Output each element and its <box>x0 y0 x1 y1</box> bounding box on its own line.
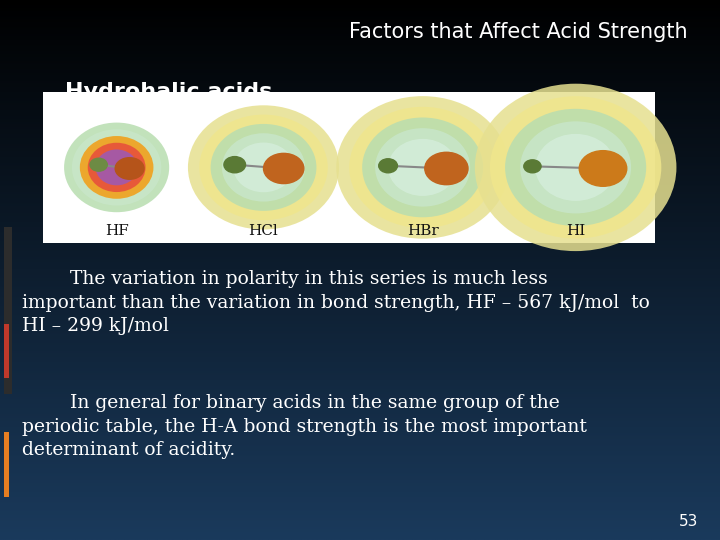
Ellipse shape <box>362 118 483 217</box>
Ellipse shape <box>536 134 616 201</box>
Ellipse shape <box>349 107 496 228</box>
Ellipse shape <box>222 133 305 201</box>
Circle shape <box>580 151 627 186</box>
Ellipse shape <box>233 143 294 192</box>
Text: The variation in polarity in this series is much less
important than the variati: The variation in polarity in this series… <box>22 270 649 335</box>
Text: 53: 53 <box>679 514 698 529</box>
Ellipse shape <box>210 124 317 211</box>
Ellipse shape <box>64 123 169 212</box>
Ellipse shape <box>375 128 470 207</box>
Circle shape <box>264 153 304 184</box>
Circle shape <box>90 158 107 171</box>
Circle shape <box>425 152 468 185</box>
Bar <box>4 432 9 497</box>
Circle shape <box>224 157 246 173</box>
Circle shape <box>115 158 144 179</box>
Ellipse shape <box>475 84 677 251</box>
Text: In general for binary acids in the same group of the
periodic table, the H-A bon: In general for binary acids in the same … <box>22 394 587 460</box>
Ellipse shape <box>96 150 138 185</box>
Text: Factors that Affect Acid Strength: Factors that Affect Acid Strength <box>349 22 688 42</box>
Ellipse shape <box>521 122 631 213</box>
Ellipse shape <box>199 114 328 220</box>
Ellipse shape <box>88 143 145 192</box>
Ellipse shape <box>80 136 153 199</box>
Circle shape <box>524 160 541 173</box>
Ellipse shape <box>388 139 457 196</box>
Text: HBr: HBr <box>407 224 438 238</box>
Ellipse shape <box>188 105 339 230</box>
Text: HF: HF <box>105 224 128 238</box>
Ellipse shape <box>490 96 662 239</box>
Bar <box>4 324 9 378</box>
Ellipse shape <box>72 129 161 206</box>
Text: HCl: HCl <box>248 224 279 238</box>
Bar <box>4 227 12 394</box>
Text: Hydrohalic acids: Hydrohalic acids <box>65 82 272 102</box>
Ellipse shape <box>505 109 647 226</box>
Circle shape <box>379 159 397 173</box>
Ellipse shape <box>336 96 509 239</box>
Text: HI: HI <box>566 224 585 238</box>
FancyBboxPatch shape <box>43 92 655 243</box>
